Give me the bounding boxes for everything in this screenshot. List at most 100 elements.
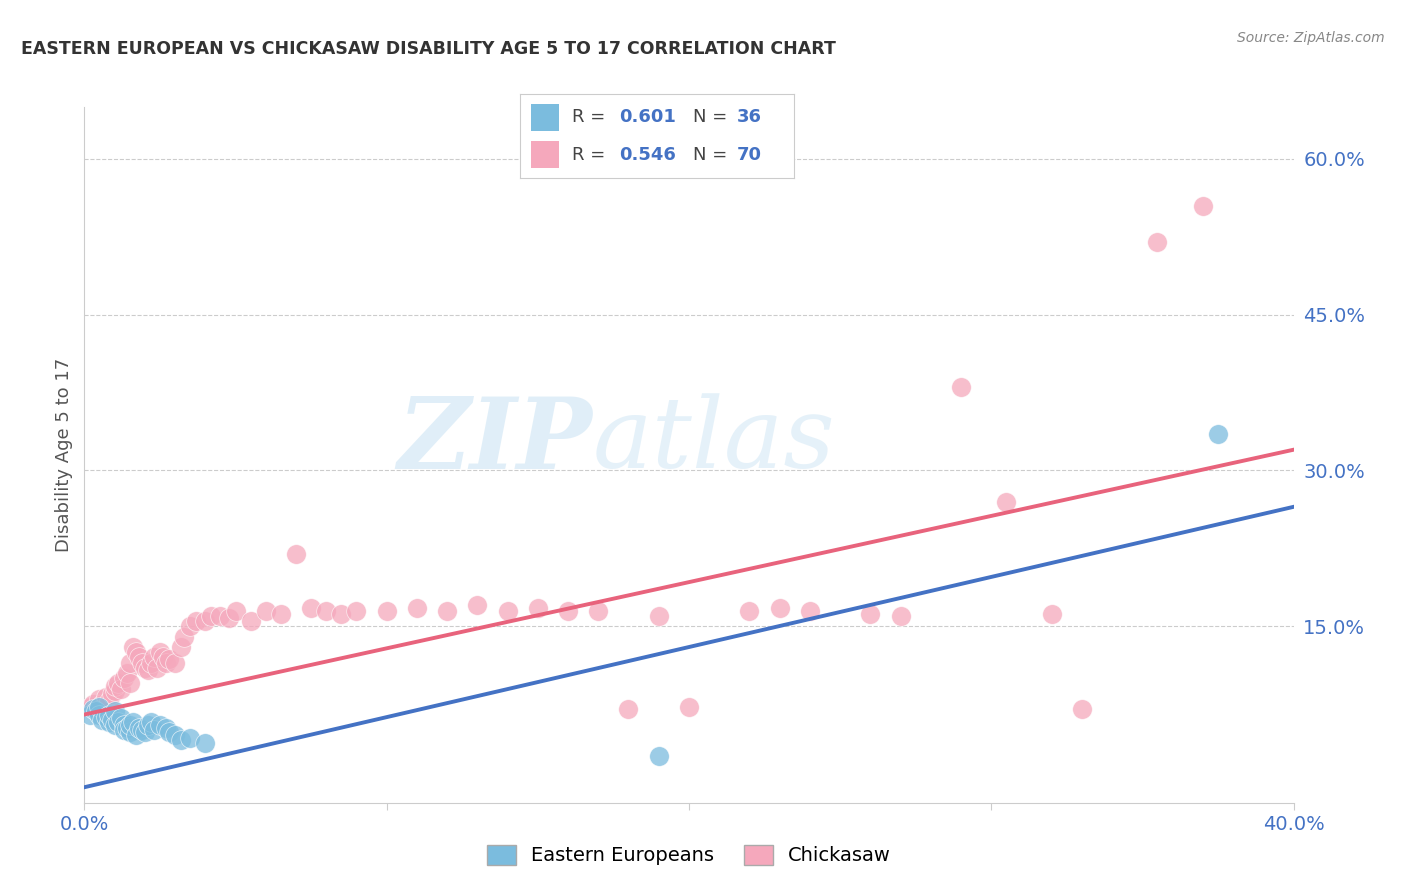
Point xyxy=(557,604,579,618)
Point xyxy=(118,676,141,690)
Point xyxy=(115,665,138,680)
Point xyxy=(142,723,165,738)
Point xyxy=(112,718,135,732)
Point xyxy=(225,604,247,618)
Point xyxy=(315,604,337,618)
Point xyxy=(125,645,148,659)
Point xyxy=(270,607,292,621)
Point xyxy=(149,718,172,732)
Point xyxy=(136,718,159,732)
Point xyxy=(738,604,761,618)
Point xyxy=(678,700,700,714)
Point xyxy=(194,614,217,628)
Point xyxy=(1192,199,1215,213)
Point xyxy=(121,714,143,729)
Point xyxy=(467,599,489,613)
Point xyxy=(110,711,132,725)
Point xyxy=(89,692,111,706)
Point xyxy=(285,547,308,561)
Point xyxy=(146,661,169,675)
Point xyxy=(165,728,187,742)
Point xyxy=(890,608,912,623)
Text: Source: ZipAtlas.com: Source: ZipAtlas.com xyxy=(1237,31,1385,45)
Point xyxy=(91,697,114,711)
Point xyxy=(125,728,148,742)
Text: 0.601: 0.601 xyxy=(619,109,676,127)
Text: EASTERN EUROPEAN VS CHICKASAW DISABILITY AGE 5 TO 17 CORRELATION CHART: EASTERN EUROPEAN VS CHICKASAW DISABILITY… xyxy=(21,40,837,58)
Text: atlas: atlas xyxy=(592,393,835,489)
Point xyxy=(239,614,262,628)
Point xyxy=(157,652,180,666)
Point xyxy=(89,700,111,714)
Point xyxy=(118,725,141,739)
Point xyxy=(94,709,117,723)
Point xyxy=(115,721,138,735)
Point xyxy=(131,723,153,738)
Point xyxy=(375,604,398,618)
Point xyxy=(104,680,127,694)
Point xyxy=(165,656,187,670)
Text: 36: 36 xyxy=(737,109,762,127)
Point xyxy=(104,705,127,719)
Point xyxy=(769,600,792,615)
Point xyxy=(112,723,135,738)
Text: ZIP: ZIP xyxy=(398,392,592,489)
Point xyxy=(118,656,141,670)
Point xyxy=(128,650,150,665)
FancyBboxPatch shape xyxy=(531,103,558,131)
Legend: Eastern Europeans, Chickasaw: Eastern Europeans, Chickasaw xyxy=(479,837,898,873)
Point xyxy=(155,721,177,735)
Point xyxy=(139,714,162,729)
Point xyxy=(436,604,458,618)
Point xyxy=(194,735,217,749)
Point xyxy=(859,607,882,621)
Point xyxy=(97,707,120,722)
Point xyxy=(170,640,193,654)
Point xyxy=(995,494,1018,508)
Point xyxy=(173,630,195,644)
Point xyxy=(1071,702,1094,716)
Point xyxy=(104,683,127,698)
Point xyxy=(157,725,180,739)
Text: N =: N = xyxy=(693,145,733,163)
Point xyxy=(346,604,368,618)
Text: R =: R = xyxy=(572,109,612,127)
Point xyxy=(155,656,177,670)
Point xyxy=(139,656,162,670)
Point xyxy=(648,749,671,764)
Point xyxy=(134,661,156,675)
Point xyxy=(588,604,610,618)
Point xyxy=(179,619,201,633)
Point xyxy=(186,614,208,628)
Point xyxy=(104,718,127,732)
Point xyxy=(1040,607,1063,621)
Point xyxy=(97,694,120,708)
Point xyxy=(1206,427,1229,442)
Point xyxy=(218,611,240,625)
Point xyxy=(496,604,519,618)
Point xyxy=(94,690,117,704)
Point xyxy=(179,731,201,746)
Point xyxy=(91,713,114,727)
Text: 0.546: 0.546 xyxy=(619,145,676,163)
Point xyxy=(527,600,550,615)
Point xyxy=(128,721,150,735)
Point xyxy=(100,713,122,727)
Point xyxy=(406,600,429,615)
Point xyxy=(149,645,172,659)
Point xyxy=(107,676,129,690)
Point xyxy=(200,608,222,623)
Point xyxy=(170,733,193,747)
Point xyxy=(1146,235,1168,249)
Point xyxy=(112,671,135,685)
Point xyxy=(299,600,322,615)
Point xyxy=(86,702,108,716)
Point xyxy=(107,714,129,729)
Point xyxy=(79,707,101,722)
Text: R =: R = xyxy=(572,145,612,163)
Point xyxy=(121,640,143,654)
FancyBboxPatch shape xyxy=(531,141,558,169)
Point xyxy=(209,608,232,623)
Point xyxy=(100,687,122,701)
Text: 70: 70 xyxy=(737,145,762,163)
